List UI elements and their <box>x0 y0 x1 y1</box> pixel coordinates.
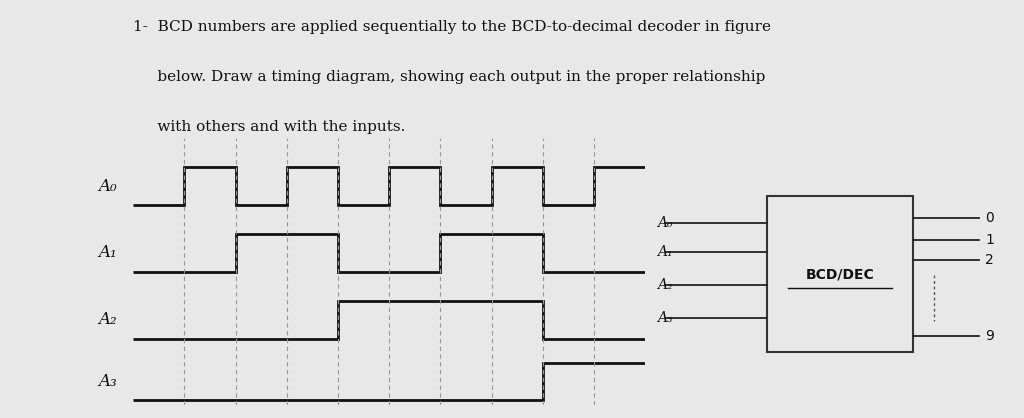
Text: 1-  BCD numbers are applied sequentially to the BCD-to-decimal decoder in figure: 1- BCD numbers are applied sequentially … <box>133 20 771 34</box>
Text: 1: 1 <box>985 233 994 247</box>
Text: A₂: A₂ <box>657 278 673 292</box>
Text: below. Draw a timing diagram, showing each output in the proper relationship: below. Draw a timing diagram, showing ea… <box>133 69 766 84</box>
Text: BCD/DEC: BCD/DEC <box>806 267 874 281</box>
Text: A₁: A₁ <box>657 245 673 260</box>
Text: 9: 9 <box>985 329 994 344</box>
Text: A₃: A₃ <box>657 311 673 325</box>
Text: A₀: A₀ <box>657 216 673 230</box>
Text: A₃: A₃ <box>98 373 117 390</box>
Text: A₀: A₀ <box>98 178 117 195</box>
Text: with others and with the inputs.: with others and with the inputs. <box>133 120 406 134</box>
Bar <box>767 196 913 352</box>
Text: 0: 0 <box>985 211 994 225</box>
Text: A₁: A₁ <box>98 245 117 262</box>
Text: 2: 2 <box>985 253 994 267</box>
Text: A₂: A₂ <box>98 311 117 329</box>
